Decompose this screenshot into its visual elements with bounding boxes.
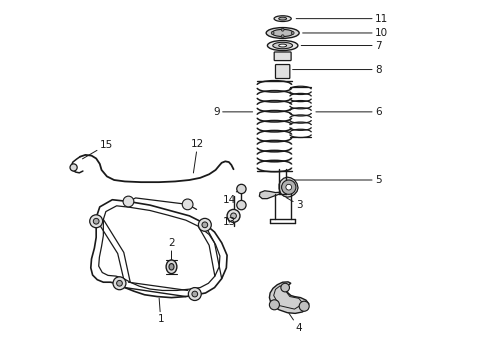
Circle shape	[237, 201, 246, 210]
Text: 7: 7	[301, 41, 381, 50]
Circle shape	[90, 215, 102, 228]
Ellipse shape	[279, 44, 287, 47]
Circle shape	[299, 301, 309, 311]
Text: 5: 5	[294, 175, 381, 185]
Circle shape	[281, 35, 284, 38]
Circle shape	[113, 277, 126, 290]
Ellipse shape	[169, 264, 174, 270]
Text: 2: 2	[168, 238, 175, 260]
Text: 10: 10	[303, 28, 388, 38]
Circle shape	[271, 32, 274, 35]
Circle shape	[202, 222, 208, 228]
Circle shape	[198, 219, 211, 231]
Circle shape	[286, 184, 292, 190]
Ellipse shape	[268, 41, 298, 50]
Text: 12: 12	[191, 139, 204, 173]
Text: 14: 14	[223, 192, 237, 205]
Text: 13: 13	[223, 217, 236, 227]
Circle shape	[70, 164, 77, 171]
FancyBboxPatch shape	[275, 64, 290, 78]
Circle shape	[117, 280, 122, 286]
FancyBboxPatch shape	[274, 52, 291, 60]
Text: 3: 3	[286, 198, 302, 210]
Text: 1: 1	[157, 298, 164, 324]
Circle shape	[192, 291, 197, 297]
Circle shape	[231, 213, 236, 219]
Ellipse shape	[274, 16, 291, 22]
Circle shape	[237, 184, 246, 194]
Ellipse shape	[272, 30, 294, 37]
Circle shape	[281, 28, 284, 31]
Text: 6: 6	[316, 107, 381, 117]
Ellipse shape	[279, 17, 287, 20]
Circle shape	[182, 199, 193, 210]
Circle shape	[281, 283, 290, 292]
Ellipse shape	[266, 28, 299, 39]
Circle shape	[123, 196, 134, 207]
Circle shape	[227, 210, 240, 222]
Text: 8: 8	[293, 64, 381, 75]
Polygon shape	[259, 191, 281, 199]
Polygon shape	[279, 177, 298, 197]
Ellipse shape	[273, 42, 293, 49]
Text: 11: 11	[296, 14, 388, 24]
Text: 4: 4	[289, 313, 302, 333]
Ellipse shape	[166, 260, 177, 274]
Text: 9: 9	[213, 107, 253, 117]
Circle shape	[93, 219, 99, 224]
Polygon shape	[270, 282, 309, 314]
Circle shape	[282, 180, 296, 194]
Circle shape	[291, 32, 294, 35]
Text: 15: 15	[82, 140, 113, 159]
Circle shape	[188, 288, 201, 301]
Circle shape	[270, 300, 279, 310]
